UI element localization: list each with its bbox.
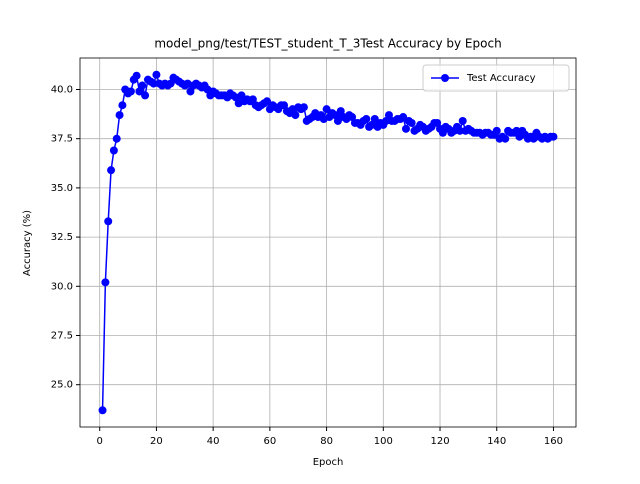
marker [291,111,300,120]
x-tick-label: 120 [430,436,449,447]
marker [492,126,501,135]
legend-marker [441,74,449,82]
plot-frame [79,57,577,428]
marker [455,126,464,135]
legend-label: Test Accuracy [466,73,536,84]
marker [104,217,113,226]
y-tick-label: 37.5 [51,134,73,145]
x-tick-label: 140 [487,436,506,447]
y-tick-label: 40.0 [51,84,73,95]
marker [333,116,342,125]
marker [399,113,408,122]
marker [126,87,135,96]
marker [118,101,127,110]
marker [115,111,124,120]
x-tick-label: 160 [544,436,563,447]
marker [101,278,110,287]
x-tick-label: 100 [374,436,393,447]
marker [109,146,118,155]
marker [141,91,150,100]
x-tick-label: 0 [97,436,103,447]
x-tick-label: 40 [207,436,220,447]
marker [370,115,379,124]
marker [152,70,161,79]
x-tick-label: 20 [150,436,163,447]
y-axis-label: Accuracy (%) [22,210,33,276]
y-tick-label: 35.0 [51,183,73,194]
marker [299,103,308,112]
marker [458,116,467,125]
x-axis-label: Epoch [313,457,344,468]
legend-box [422,64,570,92]
marker [98,406,107,415]
x-tick-label: 80 [320,436,333,447]
x-tick-label: 60 [263,436,276,447]
marker [132,71,141,80]
marker [407,118,416,127]
marker [401,124,410,133]
marker [549,132,558,141]
y-tick-label: 32.5 [51,232,73,243]
legend: Test Accuracy [422,64,570,92]
y-tick-label: 30.0 [51,281,73,292]
marker [322,105,331,114]
marker [149,79,158,88]
y-tick-label: 25.0 [51,380,73,391]
marker [138,81,147,90]
marker [107,166,116,175]
marker [362,115,371,124]
marker [263,97,272,106]
chart-title: model_png/test/TEST_student_T_3Test Accu… [154,37,501,51]
y-tick-label: 27.5 [51,330,73,341]
marker [501,134,510,143]
marker [112,134,121,143]
